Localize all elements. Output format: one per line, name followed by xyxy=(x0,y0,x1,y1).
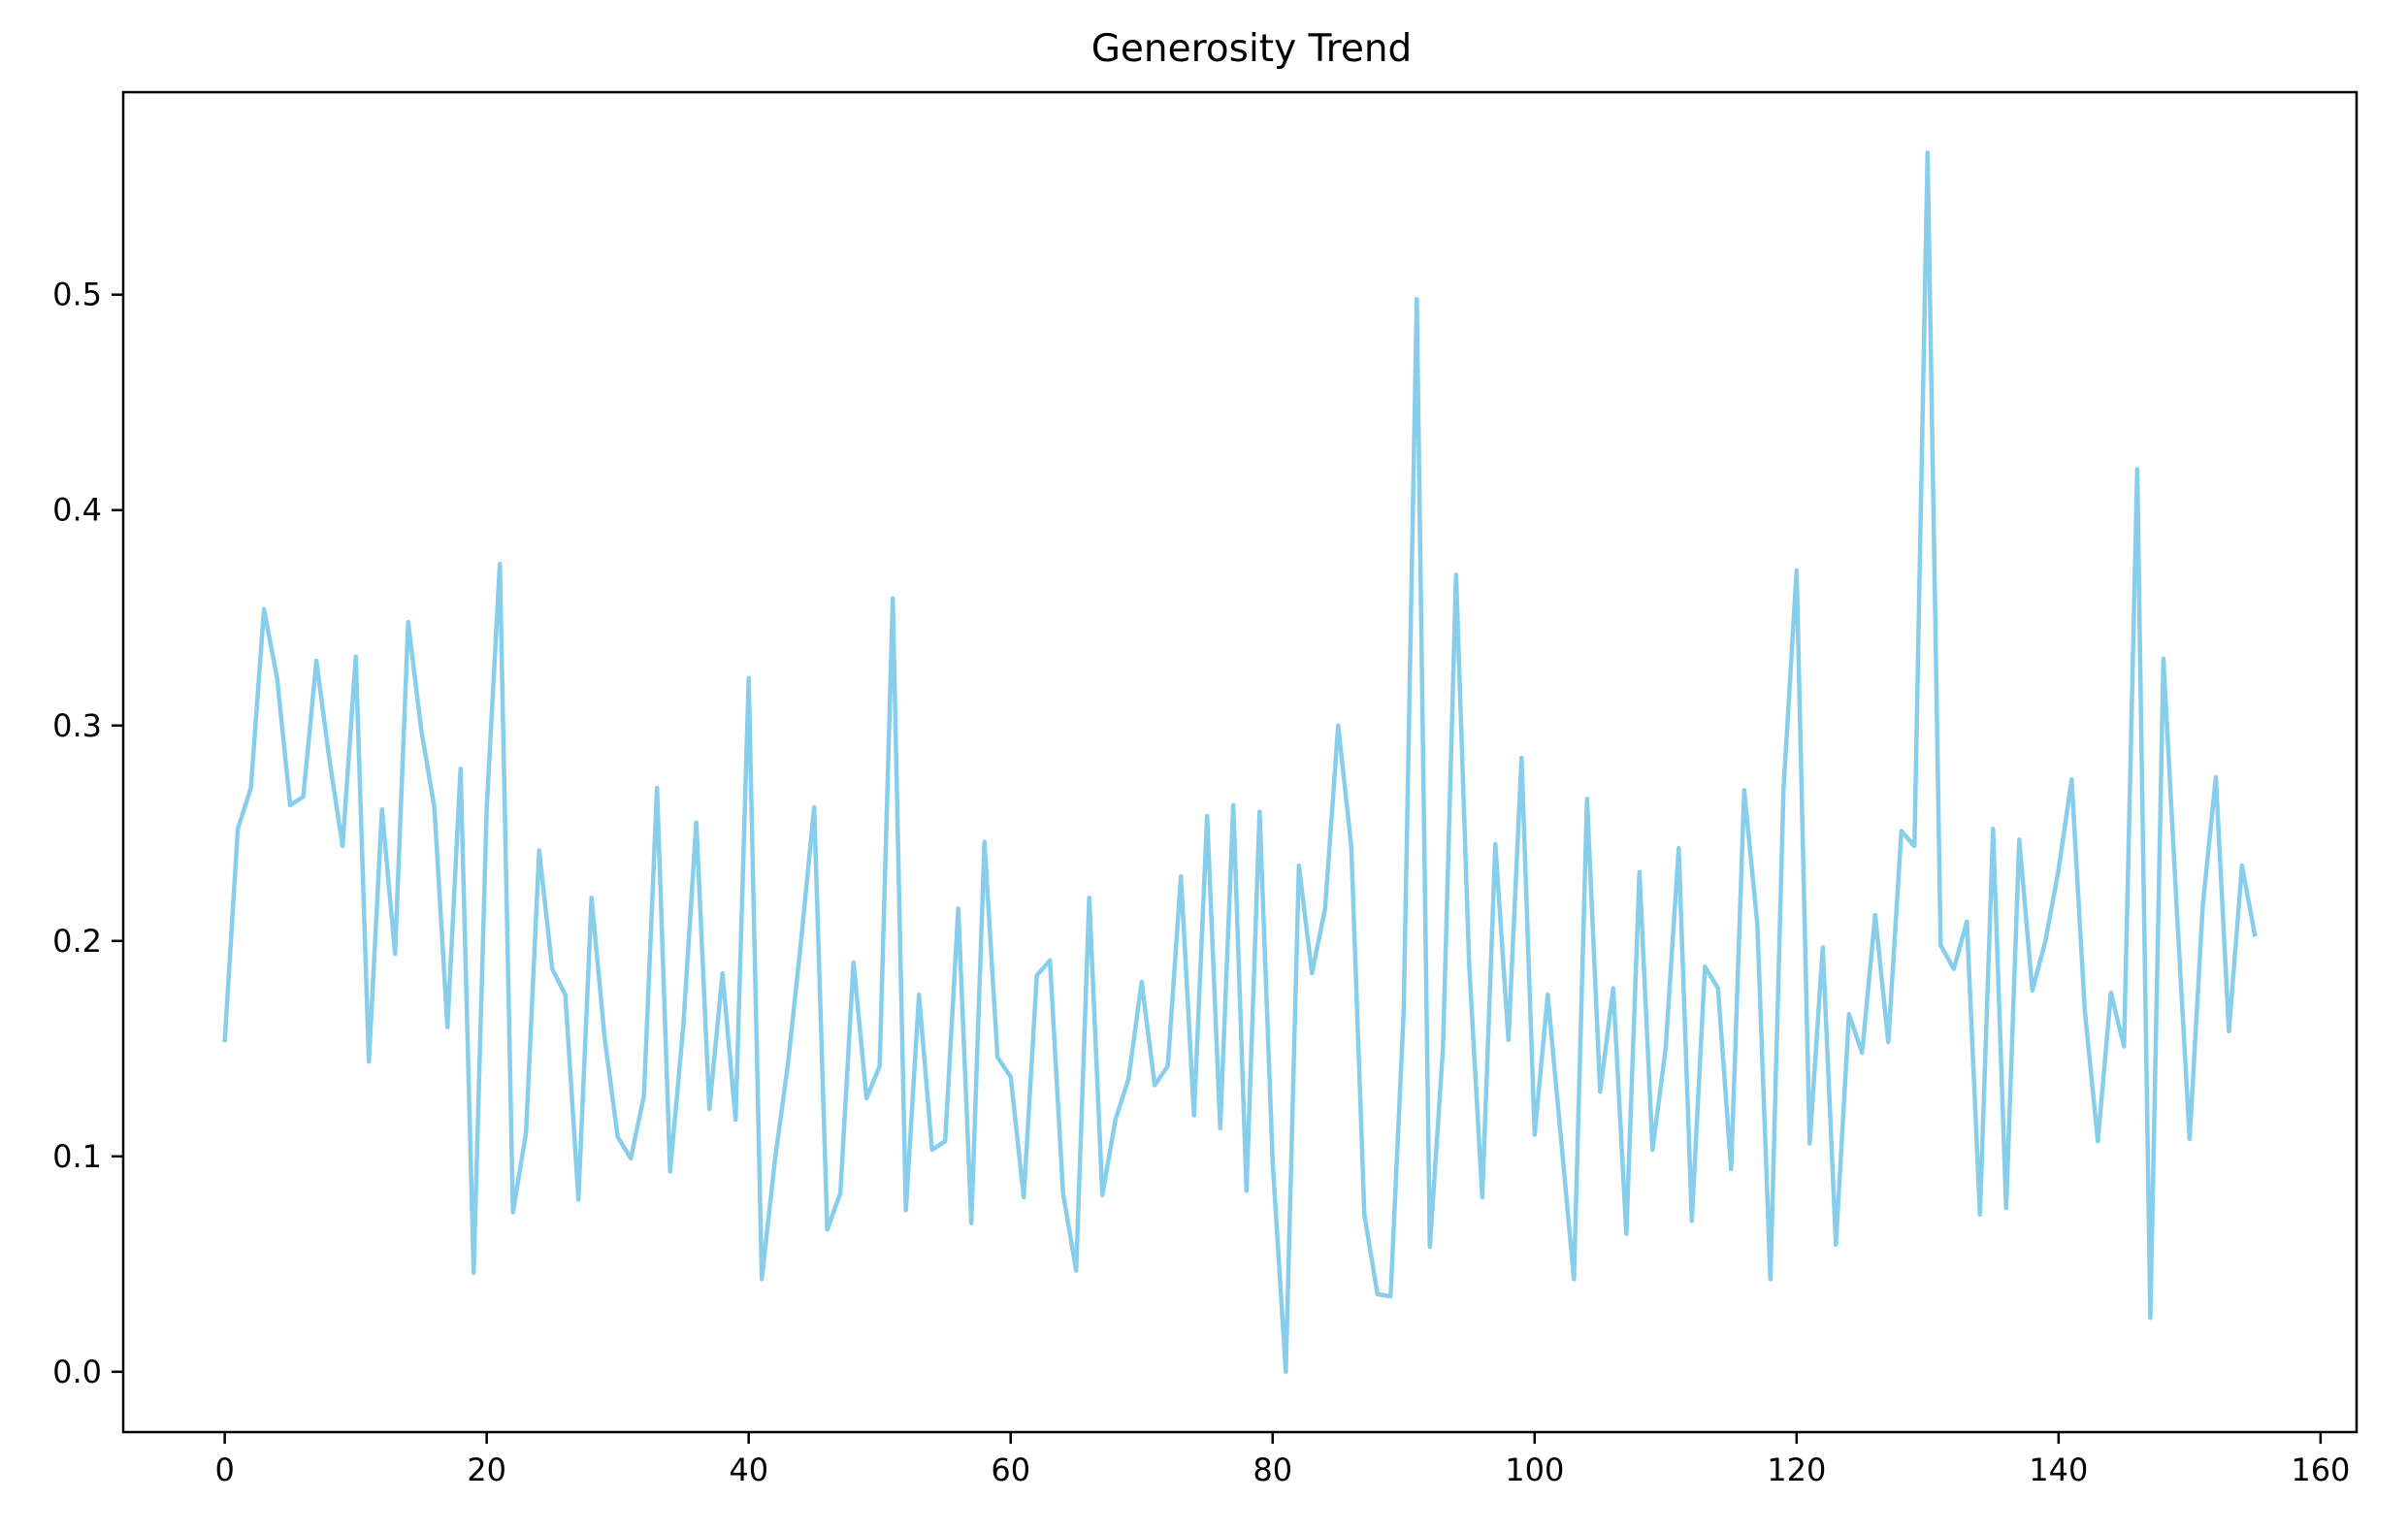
x-tick-label: 20 xyxy=(467,1451,506,1488)
x-tick-label: 140 xyxy=(2029,1451,2088,1488)
generosity-series-line xyxy=(222,149,2258,1375)
x-tick-label: 40 xyxy=(729,1451,768,1488)
x-axis: 0 20 40 60 80 100 120 140 160 xyxy=(214,1432,2350,1488)
x-tick-label: 80 xyxy=(1253,1451,1292,1488)
y-tick-label: 0.3 xyxy=(52,707,102,744)
y-tick-label: 0.0 xyxy=(52,1354,102,1390)
y-tick-label: 0.2 xyxy=(52,923,102,960)
y-tick-label: 0.4 xyxy=(52,492,102,529)
chart-title: Generosity Trend xyxy=(1091,27,1413,71)
x-tick-label: 120 xyxy=(1767,1451,1826,1488)
x-tick-label: 60 xyxy=(991,1451,1030,1488)
plot-area: 0 20 40 60 80 100 120 140 160 0.0 0.1 0.2 0.3 0.4 0.5 xyxy=(52,90,2359,1488)
axes-frame xyxy=(121,90,2359,1434)
y-tick-label: 0.5 xyxy=(52,277,102,313)
y-tick-label: 0.1 xyxy=(52,1138,102,1175)
x-tick-label: 100 xyxy=(1505,1451,1564,1488)
y-axis: 0.0 0.1 0.2 0.3 0.4 0.5 xyxy=(52,277,123,1390)
x-tick-label: 0 xyxy=(214,1451,234,1488)
x-tick-label: 160 xyxy=(2291,1451,2350,1488)
